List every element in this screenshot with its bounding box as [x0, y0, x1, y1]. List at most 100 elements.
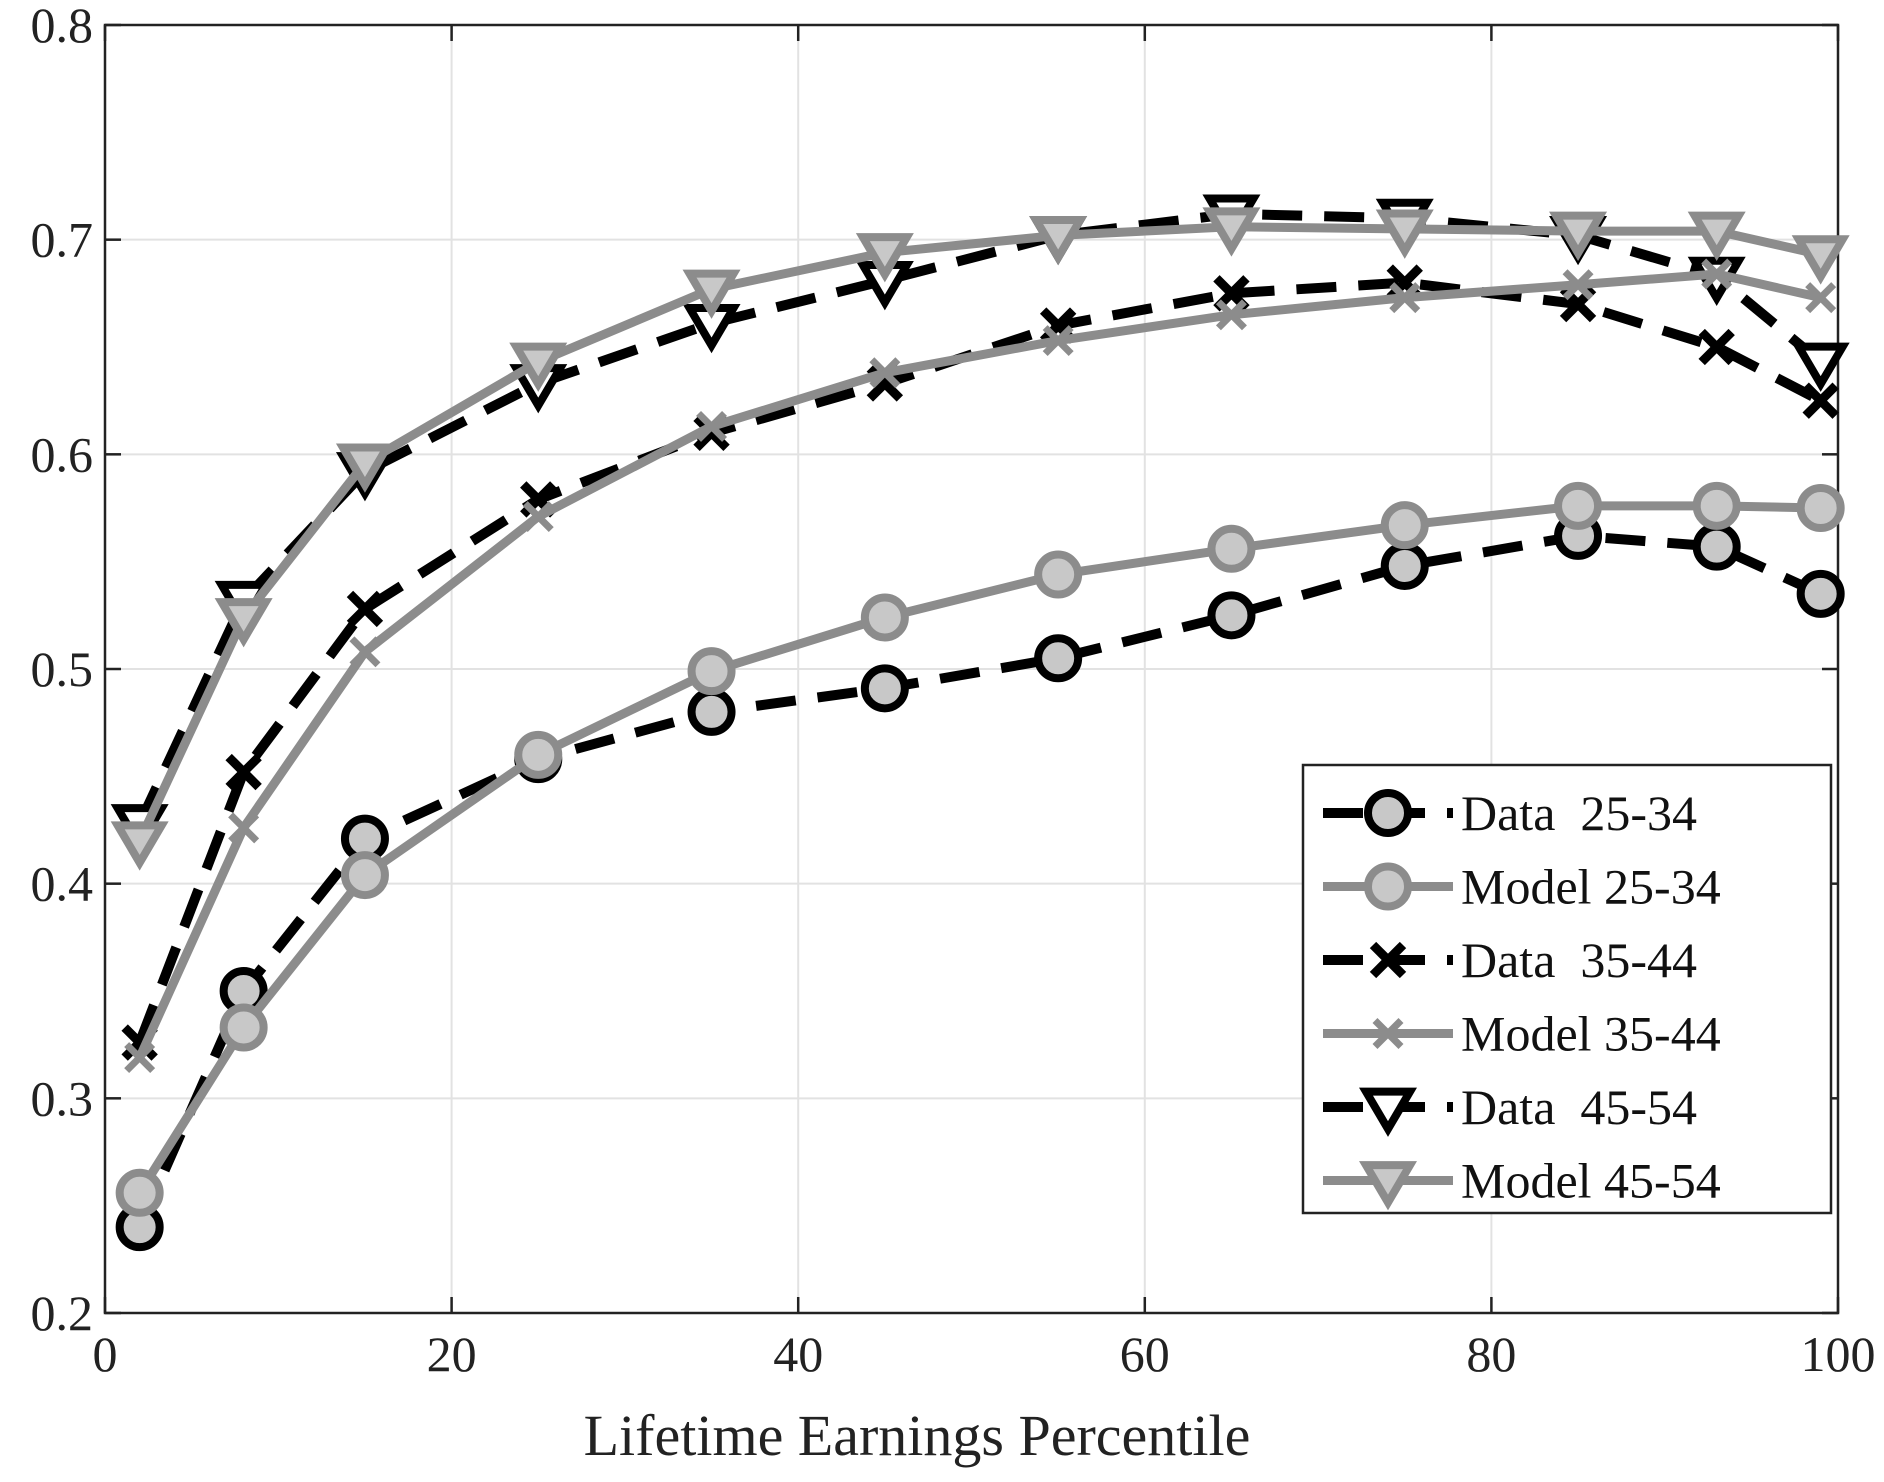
data-point-model-45-54 — [110, 821, 169, 871]
x-tick-label: 60 — [1120, 1326, 1170, 1382]
data-point-model-25-34 — [219, 1003, 268, 1052]
data-point-model-35-44 — [1215, 299, 1247, 331]
data-point-model-25-34 — [1207, 524, 1256, 573]
legend-item-model-45-54: Model 45-54 — [1323, 1153, 1721, 1211]
series-line-model-35-44 — [135, 269, 1822, 1060]
data-point-model-35-44-stroke — [869, 357, 901, 389]
data-point-model-45-54 — [509, 342, 568, 392]
y-tick-label: 0.6 — [31, 426, 94, 482]
series-line-model-45-54 — [135, 222, 1822, 843]
series-model-35-44 — [124, 258, 1837, 1074]
data-point-model-45-54 — [1687, 211, 1746, 261]
y-tick-label: 0.5 — [31, 641, 94, 697]
y-tick-label: 0.3 — [31, 1070, 94, 1126]
x-tick-label: 0 — [93, 1326, 118, 1382]
data-point-data-25-34 — [1692, 522, 1741, 571]
data-point-model-45-54 — [855, 233, 914, 283]
data-point-data-25-34 — [860, 664, 909, 713]
data-point-model-35-44-stroke — [1701, 258, 1733, 290]
data-point-model-35-44 — [124, 1042, 156, 1074]
data-point-model-35-44 — [349, 636, 381, 668]
data-point-data-25-34 — [1380, 541, 1429, 590]
x-tick-label: 40 — [773, 1326, 823, 1382]
data-point-model-35-44-stroke — [124, 1042, 156, 1074]
data-point-model-35-44-stroke — [1389, 282, 1421, 314]
x-tick-label: 100 — [1801, 1326, 1876, 1382]
data-point-model-25-34 — [115, 1168, 164, 1217]
data-point-model-25-34 — [1554, 481, 1603, 530]
data-point-model-25-34 — [860, 593, 909, 642]
data-point-model-35-44-stroke — [1215, 299, 1247, 331]
y-tick-label: 0.2 — [31, 1285, 94, 1341]
x-tick-label: 80 — [1466, 1326, 1516, 1382]
data-point-data-35-44-stroke — [1698, 328, 1735, 366]
data-point-model-35-44-stroke — [522, 501, 554, 533]
data-point-model-35-44 — [228, 812, 260, 844]
legend-label: Data 45-54 — [1461, 1079, 1697, 1135]
data-point-data-25-34 — [1207, 591, 1256, 640]
data-point-model-45-54 — [335, 443, 394, 493]
data-point-model-35-44-stroke — [696, 410, 728, 442]
data-point-model-45-54 — [1202, 207, 1261, 257]
data-point-model-45-54 — [1549, 211, 1608, 261]
legend-item-data-45-54: Data 45-54 — [1323, 1079, 1697, 1137]
data-point-data-35-44-stroke — [1386, 264, 1423, 301]
data-point-data-35-44 — [225, 753, 262, 791]
data-point-model-45-54 — [1375, 209, 1434, 259]
data-point-data-25-34 — [1034, 634, 1083, 683]
data-point-model-25-34 — [1380, 501, 1429, 550]
data-point-data-25-34 — [1796, 569, 1845, 618]
data-point-data-35-44 — [346, 590, 384, 628]
data-point-data-45-54 — [1791, 342, 1850, 392]
data-point-model-35-44-stroke — [1562, 269, 1594, 301]
data-point-model-35-44-stroke — [349, 636, 381, 668]
data-point-model-35-44 — [1805, 282, 1837, 314]
series-model-45-54 — [110, 207, 1850, 871]
data-point-model-35-44 — [522, 501, 554, 533]
data-point-model-45-54 — [214, 598, 273, 648]
data-point-model-35-44-stroke — [1042, 325, 1074, 357]
legend-label: Model 35-44 — [1461, 1006, 1721, 1062]
data-point-model-25-34 — [514, 730, 563, 779]
data-point-model-35-44-stroke — [1805, 282, 1837, 314]
x-axis-label: Lifetime Earnings Percentile — [584, 1403, 1251, 1468]
y-tick-label: 0.7 — [31, 212, 94, 268]
legend-marker — [1369, 941, 1407, 979]
legend-marker-stroke — [1369, 941, 1407, 979]
legend-marker-stroke — [1372, 1018, 1404, 1049]
series-line-data-25-34 — [135, 530, 1823, 1230]
data-point-model-25-34 — [687, 647, 736, 696]
data-point-model-35-44 — [1701, 258, 1733, 290]
data-point-data-35-44-stroke — [1039, 307, 1077, 344]
legend-item-model-25-34: Model 25-34 — [1323, 859, 1721, 915]
legend-item-data-25-34: Data 25-34 — [1323, 785, 1697, 841]
legend-marker — [1364, 789, 1412, 837]
data-point-model-45-54 — [1029, 215, 1088, 266]
data-point-data-35-44-stroke — [225, 753, 262, 791]
legend: Data 25-34 Model 25-34 Data 35-44 Model 35-… — [1301, 763, 1833, 1215]
y-tick-label: 0.8 — [31, 0, 94, 53]
legend-label: Model 45-54 — [1461, 1153, 1721, 1209]
data-point-model-45-54 — [1791, 235, 1850, 285]
data-point-model-25-34 — [1034, 550, 1083, 599]
data-point-model-35-44 — [1389, 282, 1421, 314]
y-tick-label: 0.4 — [31, 856, 94, 912]
series-data-25-34 — [115, 511, 1845, 1252]
data-point-model-35-44 — [1042, 325, 1074, 357]
series-layer — [110, 194, 1850, 1252]
data-point-model-25-34 — [1796, 484, 1845, 532]
legend-label: Model 25-34 — [1461, 859, 1721, 915]
legend-label: Data 25-34 — [1461, 785, 1697, 841]
data-point-model-35-44 — [696, 410, 728, 442]
data-point-model-35-44 — [869, 357, 901, 389]
data-point-data-35-44-stroke — [346, 590, 384, 628]
legend-marker — [1359, 1087, 1417, 1137]
data-point-data-25-34 — [687, 687, 736, 736]
data-point-model-25-34 — [1692, 481, 1741, 530]
axes: 0 20 40 60 80 100 0.2 0.3 0.4 0.5 0.6 0.7 0.8 — [31, 0, 1876, 1382]
legend-marker — [1359, 1161, 1417, 1211]
data-point-model-25-34 — [340, 851, 389, 900]
data-point-data-35-44 — [1802, 382, 1839, 419]
data-point-data-35-44-stroke — [1802, 382, 1839, 419]
